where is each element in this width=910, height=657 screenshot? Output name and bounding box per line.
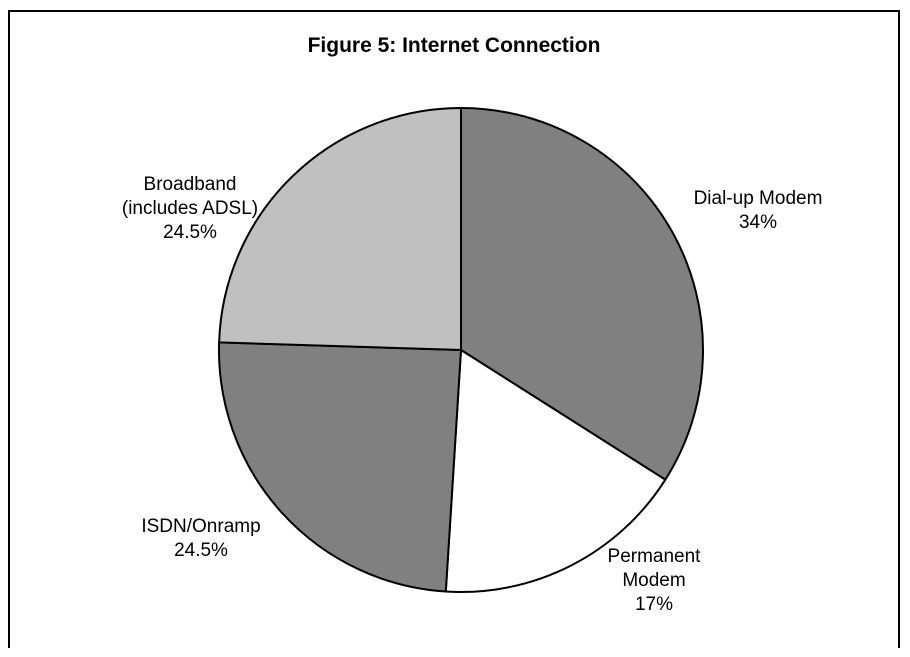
- chart-title: Figure 5: Internet Connection: [307, 34, 601, 57]
- slice-label-line: 24.5%: [174, 540, 228, 561]
- slice-label-line: 17%: [635, 594, 673, 615]
- slice-label-isdn-onramp: ISDN/Onramp 24.5%: [141, 516, 260, 561]
- pie-slice-permanent-modem: [444, 349, 667, 593]
- slice-label-line: Broadband: [144, 174, 237, 195]
- slice-label-line: 34%: [739, 212, 777, 233]
- slice-label-permanent-modem: Permanent Modem 17%: [608, 546, 702, 615]
- slice-label-line: Permanent: [608, 546, 702, 567]
- slice-label-line: Dial-up Modem: [694, 188, 823, 209]
- slice-label-line: (includes ADSL): [122, 198, 258, 219]
- slice-label-line: ISDN/Onramp: [141, 516, 260, 537]
- slice-label-line: Modem: [622, 570, 685, 591]
- pie-slice-broadband-includes-adsl: [218, 107, 462, 351]
- slice-label-line: 24.5%: [163, 222, 217, 243]
- slice-label-dial-up-modem: Dial-up Modem 34%: [694, 188, 823, 233]
- pie-slice-dial-up-modem: [460, 107, 704, 481]
- pie-slice-isdn-onramp: [218, 341, 462, 593]
- slice-label-broadband-includes-adsl: Broadband (includes ADSL) 24.5%: [122, 174, 258, 243]
